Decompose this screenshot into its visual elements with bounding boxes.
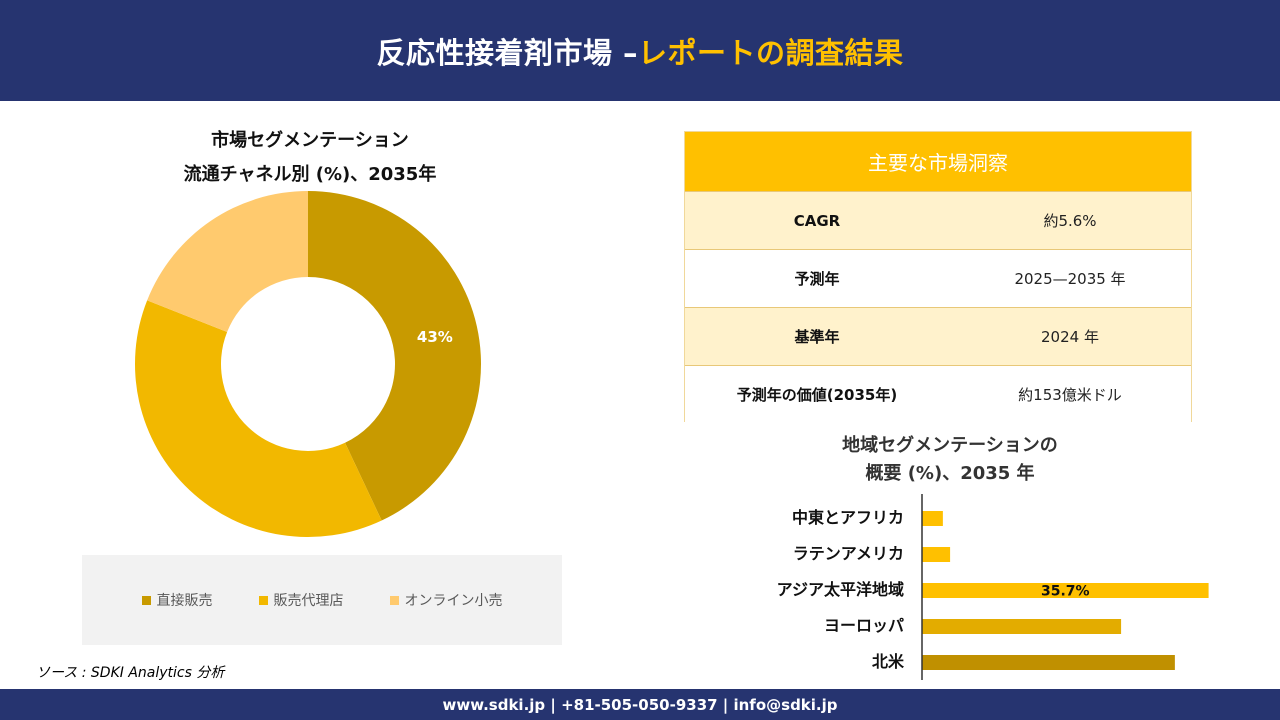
insights-heading: 主要な市場洞察 xyxy=(685,132,1191,191)
bar-1 xyxy=(922,511,943,526)
insights-value: 2025—2035 年 xyxy=(1014,270,1126,288)
legend-item-distributors: 販売代理店 xyxy=(258,590,344,610)
source-note: ソース : SDKI Analytics 分析 xyxy=(36,665,225,681)
bar-5 xyxy=(922,655,1175,670)
legend-label: 直接販売 xyxy=(156,593,213,609)
title-main: 反応性接着剤市場 – xyxy=(376,35,639,70)
donut-chart-title: 市場セグメンテーション 流通チャネル別 (%)、2035年 xyxy=(150,124,470,192)
legend-swatch xyxy=(258,595,268,605)
donut-chart: 43% xyxy=(135,191,481,537)
insights-label: 予測年 xyxy=(794,270,840,288)
bar-title-line2: 概要 (%)、2035 年 xyxy=(865,463,1035,484)
legend-swatch xyxy=(389,595,399,605)
bar-category-label: アジア太平洋地域 xyxy=(777,580,904,599)
bar-title-line1: 地域セグメンテーションの xyxy=(842,435,1058,456)
insights-row-base-year: 基準年 2024 年 xyxy=(685,307,1191,365)
insights-row-forecast-year: 予測年 2025—2035 年 xyxy=(685,249,1191,307)
bar-2 xyxy=(922,547,951,562)
insights-value: 約153億米ドル xyxy=(1018,386,1122,404)
donut-slice-3 xyxy=(147,191,308,332)
bar-3 xyxy=(922,583,1209,598)
header-banner: 反応性接着剤市場 –レポートの調査結果 xyxy=(0,0,1280,101)
insights-label: 基準年 xyxy=(794,328,840,346)
legend-label: オンライン小売 xyxy=(404,593,503,609)
bar-4 xyxy=(922,619,1122,634)
insights-label: 予測年の価値(2035年) xyxy=(736,386,898,404)
title-accent: レポートの調査結果 xyxy=(638,35,904,70)
insights-row-forecast-value: 予測年の価値(2035年) 約153億米ドル xyxy=(685,365,1191,423)
bar-category-label: ヨーロッパ xyxy=(824,616,904,635)
legend-label: 販売代理店 xyxy=(273,593,344,609)
insights-value: 約5.6% xyxy=(1043,212,1097,230)
legend-item-direct-sales: 直接販売 xyxy=(141,590,213,610)
bar-category-label: ラテンアメリカ xyxy=(793,544,904,563)
page-title: 反応性接着剤市場 –レポートの調査結果 xyxy=(376,30,903,72)
footer-contact: www.sdki.jp | +81-505-050-9337 | info@sd… xyxy=(0,689,1280,720)
insights-label: CAGR xyxy=(793,211,841,230)
insights-row-cagr: CAGR 約5.6% xyxy=(685,191,1191,249)
market-insights-table: 主要な市場洞察 CAGR 約5.6% 予測年 2025—2035 年 基準年 2… xyxy=(684,131,1192,423)
donut-slice-2 xyxy=(135,300,382,537)
legend-swatch xyxy=(141,595,151,605)
donut-legend: 直接販売 販売代理店 オンライン小売 xyxy=(82,555,562,645)
insights-value: 2024 年 xyxy=(1041,328,1099,346)
bar-category-label: 北米 xyxy=(872,652,905,671)
bar-chart-title: 地域セグメンテーションの 概要 (%)、2035 年 xyxy=(760,432,1140,488)
legend-item-online-retail: オンライン小売 xyxy=(389,590,503,610)
donut-title-line2: 流通チャネル別 (%)、2035年 xyxy=(183,164,437,185)
donut-data-label: 43% xyxy=(417,328,453,346)
bar-data-label: 35.7% xyxy=(1041,584,1090,600)
bar-category-label: 中東とアフリカ xyxy=(792,508,904,527)
donut-slice-1 xyxy=(308,191,481,521)
donut-title-line1: 市場セグメンテーション xyxy=(211,130,409,151)
